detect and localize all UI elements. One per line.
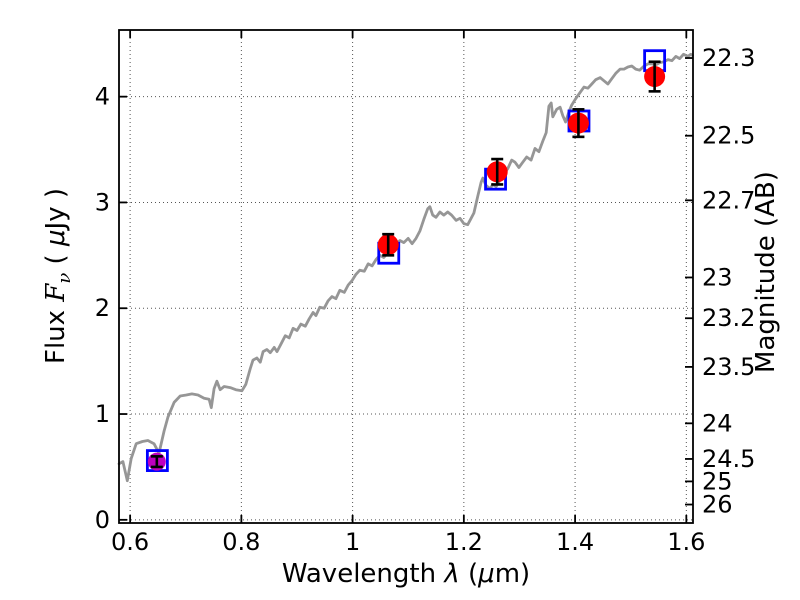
x-axis-label: Wavelength λ (μm) [282, 559, 530, 589]
mag-tick-label: 22.5 [702, 122, 755, 150]
x-axis-label-unit: m) [495, 559, 530, 589]
mag-tick-label: 26 [702, 491, 733, 519]
x-axis-label-text: Wavelength [282, 559, 445, 589]
flux-label-paren: ( [41, 246, 71, 273]
mag-tick-label: 23.2 [702, 304, 755, 332]
series-layer [117, 49, 694, 483]
model-spectrum-line [117, 52, 694, 483]
y-tick-label: 3 [95, 188, 110, 216]
mag-tick-label: 25 [702, 467, 733, 495]
x-tick-label: 1.6 [667, 528, 705, 556]
mu-symbol-left: μ [41, 229, 71, 247]
mag-tick-label: 23 [702, 263, 733, 291]
mag-tick-label: 22.3 [702, 44, 755, 72]
y-tick-label: 2 [95, 294, 110, 322]
x-tick-label: 0.6 [111, 528, 149, 556]
x-axis-label-paren: ( [460, 559, 478, 589]
lambda-symbol: λ [442, 559, 459, 589]
y-axis-label-left: Flux Fν ( μJy ) [41, 188, 75, 364]
y-tick-label: 0 [95, 506, 110, 534]
x-tick-label: 1 [345, 528, 360, 556]
nu-subscript: ν [54, 273, 75, 284]
flux-label-text: Flux [41, 302, 71, 364]
x-tick-label: 1.2 [445, 528, 483, 556]
frame-layer [118, 29, 694, 524]
x-tick-label: 0.8 [222, 528, 260, 556]
mag-tick-label: 23.5 [702, 353, 755, 381]
mag-tick-label: 24 [702, 409, 733, 437]
plot-frame [118, 29, 694, 524]
mag-tick-label: 24.5 [702, 445, 755, 473]
y-tick-label: 1 [95, 400, 110, 428]
y-axis-label-right: Magnitude (AB) [751, 171, 781, 373]
flux-label-unit: Jy ) [41, 188, 71, 231]
mag-tick-label: 22.7 [702, 186, 755, 214]
x-tick-label: 1.4 [556, 528, 594, 556]
mu-symbol: μ [477, 559, 495, 589]
grid-layer [119, 30, 693, 523]
flux-F-symbol: F [41, 283, 71, 303]
y-tick-label: 4 [95, 83, 110, 111]
tick-label-layer: 0.6 0.8 1 1.2 1.4 1.60123422.322.522.72323.22… [95, 44, 756, 556]
